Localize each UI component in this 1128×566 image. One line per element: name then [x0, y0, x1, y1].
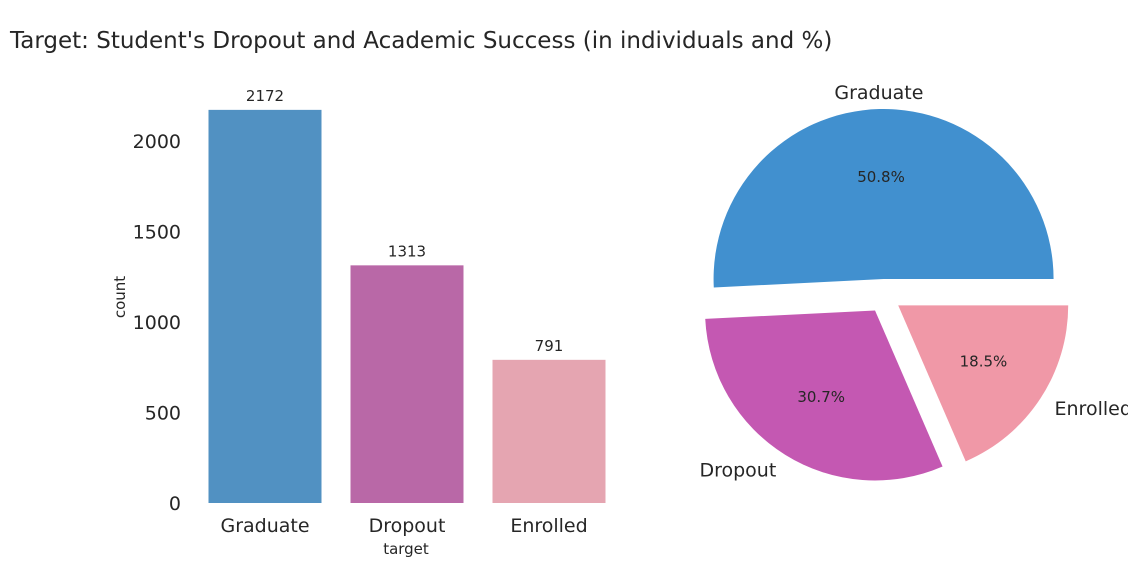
y-tick-label-1000: 1000 — [133, 312, 181, 334]
pie-category-labels: Graduate Dropout Enrolled — [699, 82, 1128, 481]
pie-slice-enrolled — [898, 305, 1069, 462]
bar-enrolled — [492, 359, 606, 503]
y-tick-label-1500: 1500 — [133, 222, 181, 244]
x-tick-labels: Graduate Dropout Enrolled — [220, 515, 587, 537]
bar-value-label-graduate: 2172 — [246, 87, 284, 105]
pie-percent-label-graduate: 50.8% — [857, 168, 905, 186]
x-tick-label-graduate: Graduate — [220, 515, 309, 537]
pie-slices — [705, 109, 1069, 481]
x-axis-label: target — [383, 540, 429, 558]
pie-label-enrolled: Enrolled — [1055, 398, 1128, 420]
pie-label-dropout: Dropout — [699, 459, 776, 481]
bar-dropout — [350, 265, 464, 503]
pie-percent-labels: 50.8% 30.7% 18.5% — [797, 168, 1007, 406]
bar-value-label-dropout: 1313 — [388, 242, 426, 260]
pie-slice-graduate — [713, 109, 1054, 288]
bars — [208, 109, 606, 504]
y-tick-label-2000: 2000 — [133, 131, 181, 153]
x-tick-label-enrolled: Enrolled — [510, 515, 587, 537]
pie-percent-label-enrolled: 18.5% — [960, 352, 1008, 370]
x-tick-label-dropout: Dropout — [369, 515, 446, 537]
y-tick-label-500: 500 — [145, 403, 181, 425]
pie-slice-dropout — [705, 310, 943, 481]
pie-percent-label-dropout: 30.7% — [797, 388, 845, 406]
y-tick-labels: 0 500 1000 1500 2000 — [133, 131, 181, 515]
page-title: Target: Student's Dropout and Academic S… — [10, 28, 833, 54]
y-tick-label-0: 0 — [169, 493, 181, 515]
bar-chart: 0 500 1000 1500 2000 2172 1313 791 Graduate Dro… — [111, 87, 606, 558]
bar-value-labels: 2172 1313 791 — [246, 87, 563, 355]
bar-value-label-enrolled: 791 — [535, 337, 564, 355]
y-axis-label: count — [111, 276, 129, 318]
pie-chart: 50.8% 30.7% 18.5% Graduate Dropout Enrolled — [699, 82, 1128, 481]
bar-graduate — [208, 109, 322, 504]
pie-label-graduate: Graduate — [834, 82, 923, 104]
